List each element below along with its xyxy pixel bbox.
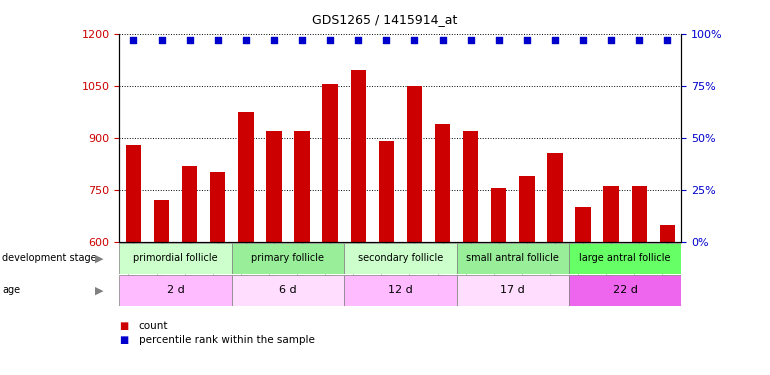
Bar (547, 153, 563, 242)
Text: 2 d: 2 d (166, 285, 185, 295)
Point (464, 37, 477, 43)
Text: 17 d: 17 d (500, 285, 525, 295)
Point (408, 37, 420, 43)
Point (212, 37, 224, 43)
Bar (569, 243, 681, 274)
Bar (457, 243, 569, 274)
Point (239, 37, 252, 43)
Bar (604, 186, 619, 242)
Bar (232, 275, 344, 306)
Text: GDS1265 / 1415914_at: GDS1265 / 1415914_at (313, 13, 457, 26)
Text: development stage: development stage (2, 254, 97, 263)
Text: 22 d: 22 d (613, 285, 638, 295)
Text: secondary follicle: secondary follicle (358, 254, 443, 263)
Text: primordial follicle: primordial follicle (133, 254, 218, 263)
Bar (407, 86, 422, 242)
Bar (182, 166, 197, 242)
Bar (631, 186, 647, 242)
Bar (435, 124, 450, 242)
Bar (350, 70, 366, 242)
Bar (379, 141, 394, 242)
Bar (344, 275, 457, 306)
Point (380, 37, 393, 43)
Text: ▶: ▶ (95, 285, 104, 295)
Bar (519, 176, 534, 242)
Point (521, 37, 533, 43)
Text: percentile rank within the sample: percentile rank within the sample (139, 335, 314, 345)
Point (493, 37, 505, 43)
Text: large antral follicle: large antral follicle (580, 254, 671, 263)
Text: small antral follicle: small antral follicle (467, 254, 559, 263)
Text: ■: ■ (119, 335, 129, 345)
Bar (126, 145, 141, 242)
Text: 12 d: 12 d (388, 285, 413, 295)
Point (437, 37, 449, 43)
Text: ▶: ▶ (95, 254, 104, 263)
Bar (491, 188, 507, 242)
Point (296, 37, 308, 43)
Bar (344, 243, 457, 274)
Bar (463, 131, 478, 242)
Text: 6 d: 6 d (280, 285, 296, 295)
Point (352, 37, 364, 43)
Point (324, 37, 336, 43)
Point (577, 37, 589, 43)
Point (605, 37, 618, 43)
Point (549, 37, 561, 43)
Point (183, 37, 196, 43)
Text: primary follicle: primary follicle (252, 254, 324, 263)
Point (661, 37, 674, 43)
Bar (457, 275, 569, 306)
Point (268, 37, 280, 43)
Text: age: age (2, 285, 21, 295)
Point (127, 37, 139, 43)
Point (156, 37, 168, 43)
Bar (266, 131, 282, 242)
Bar (232, 243, 344, 274)
Bar (294, 131, 310, 242)
Bar (660, 225, 675, 242)
Bar (210, 172, 226, 242)
Bar (575, 207, 591, 242)
Text: ■: ■ (119, 321, 129, 331)
Point (633, 37, 645, 43)
Bar (119, 275, 232, 306)
Bar (569, 275, 681, 306)
Bar (119, 243, 232, 274)
Bar (238, 112, 253, 242)
Bar (154, 200, 169, 242)
Text: count: count (139, 321, 168, 331)
Bar (323, 84, 338, 242)
